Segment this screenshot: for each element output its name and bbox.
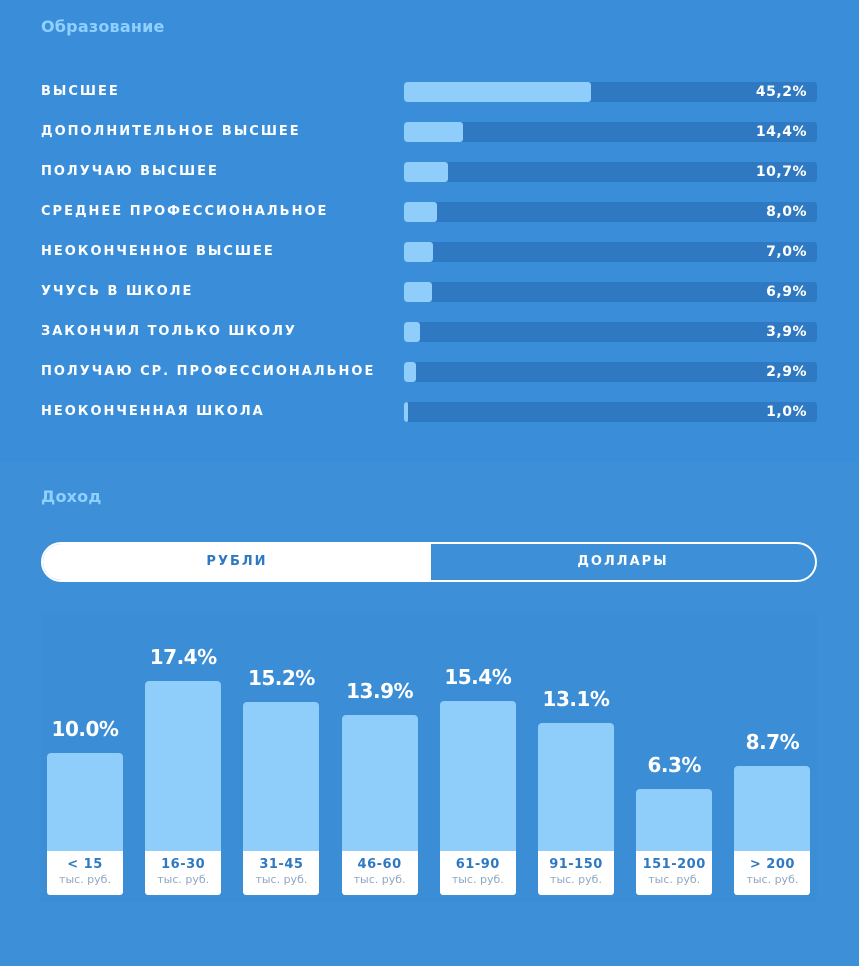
education-row: учусь в школе 6,9% bbox=[41, 282, 817, 302]
education-row-label: учусь в школе bbox=[41, 284, 194, 299]
education-bar-track: 6,9% bbox=[404, 282, 817, 302]
income-category-unit: тыс. руб. bbox=[59, 873, 111, 886]
income-category-label: > 200 тыс. руб. bbox=[734, 851, 811, 895]
income-category-label: 151-200 тыс. руб. bbox=[636, 851, 713, 895]
income-chart: 10.0% < 15 тыс. руб. 17.4% 16-30 тыс. руб. 15.… bbox=[41, 612, 817, 902]
education-row-label: неоконченная школа bbox=[41, 404, 265, 419]
education-bar-track: 45,2% bbox=[404, 82, 817, 102]
income-category-range: < 15 bbox=[67, 857, 103, 872]
education-row: получаю высшее 10,7% bbox=[41, 162, 817, 182]
income-category-label: 46-60 тыс. руб. bbox=[341, 851, 418, 895]
income-category-unit: тыс. руб. bbox=[648, 873, 701, 886]
income-category-range: 91-150 bbox=[549, 857, 603, 872]
education-row: закончил только школу 3,9% bbox=[41, 322, 817, 342]
education-bar-fill bbox=[404, 122, 464, 142]
education-row-label: получаю ср. профессиональное bbox=[41, 364, 376, 379]
education-row: среднее профессиональное 8,0% bbox=[41, 202, 817, 222]
income-category-unit: тыс. руб. bbox=[550, 873, 602, 886]
income-category-unit: тыс. руб. bbox=[255, 873, 308, 886]
income-bar-value-label: 8.7% bbox=[745, 730, 800, 754]
education-row-label: неоконченное высшее bbox=[41, 244, 275, 259]
income-bar-value-label: 17.4% bbox=[149, 645, 217, 669]
education-row-value: 3,9% bbox=[766, 324, 807, 340]
income-bar bbox=[439, 700, 516, 851]
education-bar-fill bbox=[404, 162, 449, 182]
income-category-unit: тыс. руб. bbox=[746, 873, 799, 886]
income-bar-value-label: 15.2% bbox=[247, 666, 315, 691]
education-row-label: высшее bbox=[41, 84, 120, 99]
education-bar-fill bbox=[404, 82, 591, 102]
education-row-label: дополнительное высшее bbox=[41, 124, 301, 139]
income-category-label: 91-150 тыс. руб. bbox=[538, 851, 614, 895]
income-category-range: 151-200 bbox=[642, 857, 706, 872]
education-title: Образование bbox=[41, 17, 165, 36]
income-bar bbox=[145, 681, 222, 851]
education-row: высшее 45,2% bbox=[41, 82, 817, 102]
education-bar-fill bbox=[404, 322, 421, 342]
education-row-value: 2,9% bbox=[766, 364, 807, 380]
education-row: неоконченная школа 1,0% bbox=[41, 402, 817, 422]
currency-usd-button[interactable]: доллары bbox=[577, 554, 669, 569]
income-category-range: 31-45 bbox=[259, 857, 304, 872]
education-bar-fill bbox=[404, 402, 409, 422]
education-row-value: 7,0% bbox=[766, 244, 807, 260]
income-bar-value-label: 15.4% bbox=[444, 664, 512, 689]
education-bar-track: 1,0% bbox=[404, 402, 817, 422]
income-bar bbox=[734, 766, 811, 851]
education-row-value: 1,0% bbox=[766, 404, 807, 420]
income-title: Доход bbox=[41, 487, 102, 506]
income-bar bbox=[636, 789, 713, 851]
education-panel: Образование высшее 45,2% дополнительное вы… bbox=[0, 0, 859, 462]
income-category-unit: тыс. руб. bbox=[451, 873, 504, 886]
education-bar-fill bbox=[404, 282, 433, 302]
income-category-label: 16-30 тыс. руб. bbox=[145, 851, 222, 895]
education-bar-fill bbox=[404, 202, 438, 222]
income-category-label: 31-45 тыс. руб. bbox=[243, 851, 320, 895]
income-category-unit: тыс. руб. bbox=[353, 873, 406, 886]
currency-rub-button[interactable]: рубли bbox=[43, 544, 431, 580]
education-row-value: 45,2% bbox=[755, 84, 807, 100]
education-bar-track: 3,9% bbox=[404, 322, 817, 342]
income-bar bbox=[341, 715, 418, 851]
income-category-range: 16-30 bbox=[161, 857, 206, 872]
education-bar-track: 8,0% bbox=[404, 202, 817, 222]
education-row-label: закончил только школу bbox=[41, 324, 297, 339]
income-category-unit: тыс. руб. bbox=[157, 873, 210, 886]
income-bar-value-label: 10.0% bbox=[51, 717, 119, 742]
education-row-value: 10,7% bbox=[755, 164, 807, 180]
education-row-value: 6,9% bbox=[766, 284, 807, 300]
education-row: получаю ср. профессиональное 2,9% bbox=[41, 362, 817, 382]
currency-toggle: рубли доллары bbox=[41, 542, 817, 582]
income-bar bbox=[47, 753, 123, 851]
education-bar-track: 2,9% bbox=[404, 362, 817, 382]
income-category-label: < 15 тыс. руб. bbox=[47, 851, 123, 895]
education-row-label: получаю высшее bbox=[41, 164, 219, 179]
income-category-range: 46-60 bbox=[357, 857, 402, 872]
education-bar-fill bbox=[404, 242, 433, 262]
education-row: неоконченное высшее 7,0% bbox=[41, 242, 817, 262]
income-category-label: 61-90 тыс. руб. bbox=[439, 851, 516, 895]
education-bar-track: 7,0% bbox=[404, 242, 817, 262]
education-row-value: 8,0% bbox=[766, 204, 807, 220]
income-bar bbox=[243, 702, 320, 851]
education-row: дополнительное высшее 14,4% bbox=[41, 122, 817, 142]
education-row-label: среднее профессиональное bbox=[41, 204, 329, 219]
income-bar bbox=[538, 723, 614, 851]
education-bar-fill bbox=[404, 362, 416, 382]
income-category-range: > 200 bbox=[749, 857, 795, 872]
income-bar-value-label: 6.3% bbox=[647, 753, 701, 778]
income-bar-value-label: 13.9% bbox=[346, 679, 414, 704]
education-bar-track: 14,4% bbox=[404, 122, 817, 142]
education-bar-track: 10,7% bbox=[404, 162, 817, 182]
income-panel: Доход рубли доллары 10.0% < 15 тыс. руб. 17… bbox=[0, 462, 859, 966]
education-row-value: 14,4% bbox=[755, 124, 807, 140]
income-bar-value-label: 13.1% bbox=[542, 687, 610, 711]
income-category-range: 61-90 bbox=[455, 857, 500, 872]
